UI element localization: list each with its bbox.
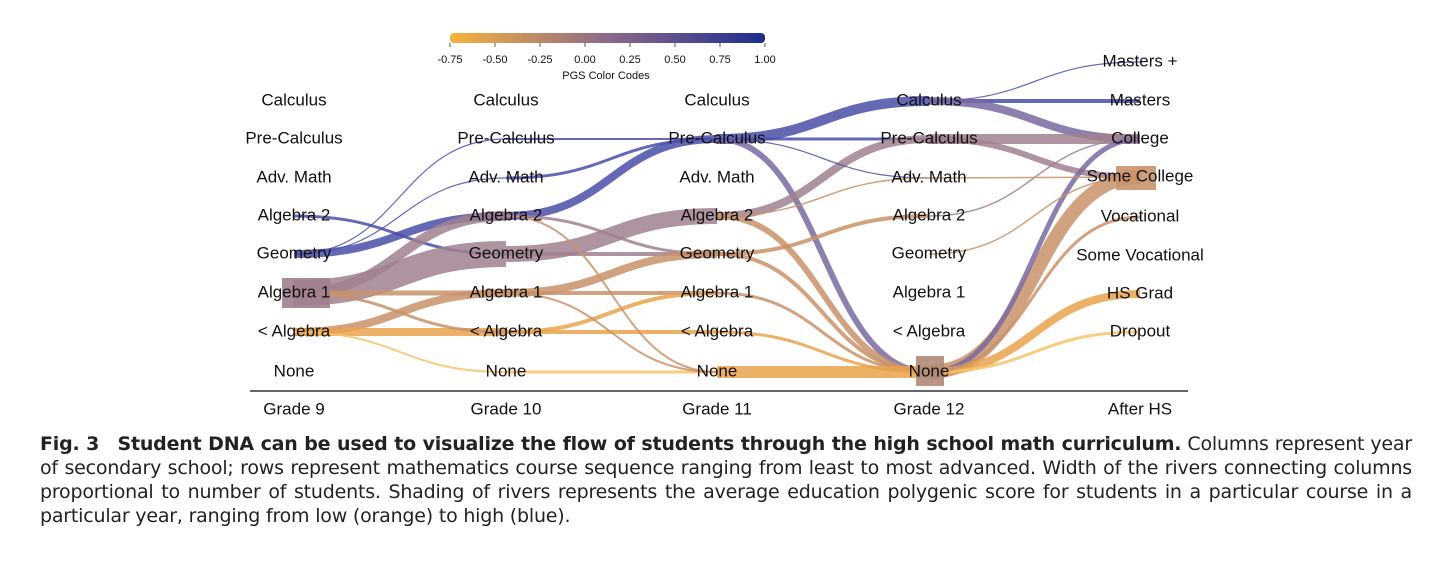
flow [505,135,718,220]
row-label: None [909,361,950,380]
flow [928,136,1141,375]
colorbar-tick-label: 0.50 [664,54,685,66]
row-label: Algebra 2 [681,205,754,224]
flow [716,136,930,375]
row-label: Algebra 1 [893,282,966,301]
row-label: Geometry [469,243,544,262]
flow [716,135,930,220]
colorbar-tick-label: 1.00 [754,54,775,66]
flow [505,215,718,373]
row-label: Masters + [1102,51,1177,70]
flow [928,176,1141,179]
colorbar-title: PGS Color Codes [562,70,650,82]
row-label: Some College [1087,166,1194,185]
colorbar-tick-label: 0.00 [574,54,595,66]
row-label: College [1111,128,1169,147]
flow [716,96,930,144]
row-label: Adv. Math [468,167,543,186]
row-label: Algebra 1 [258,282,331,301]
row-label: Geometry [680,243,755,262]
row-label: < Algebra [258,321,331,340]
row-label: Algebra 1 [470,282,543,301]
row-label: Adv. Math [256,167,331,186]
row-label: Calculus [684,90,749,109]
colorbar-tick-label: -0.75 [437,54,462,66]
caption-label: Fig. 3 [40,433,100,455]
column-title: Grade 10 [471,399,542,418]
row-label: Algebra 1 [681,282,754,301]
row-label: Adv. Math [891,167,966,186]
caption: Fig. 3 Student DNA can be used to visual… [40,432,1412,528]
flow [293,331,507,373]
flow [505,292,718,373]
row-label: Masters [1110,90,1170,109]
column-title: After HS [1108,399,1172,418]
colorbar-tick-label: -0.25 [527,54,552,66]
node [1116,166,1156,190]
row-label: Pre-Calculus [457,128,554,147]
row-label: Algebra 2 [258,205,331,224]
row-label: None [274,361,315,380]
row-label: < Algebra [470,321,543,340]
flow [716,177,930,217]
flow [716,214,930,256]
column-title: Grade 12 [894,399,965,418]
colorbar-tick-label: 0.25 [619,54,640,66]
flow [716,252,930,374]
flow [928,136,1141,180]
row-label: < Algebra [681,321,754,340]
row-label: Calculus [473,90,538,109]
row-label: None [486,361,527,380]
colorbar-tick-label: 0.75 [709,54,730,66]
row-label: Some Vocational [1076,245,1204,264]
row-label: Calculus [896,90,961,109]
row-label: < Algebra [893,321,966,340]
flow [928,330,1141,374]
row-label: Geometry [892,243,967,262]
row-label: Vocational [1101,206,1179,225]
row-label: Pre-Calculus [245,128,342,147]
node [282,278,330,308]
row-label: Dropout [1110,321,1171,340]
row-label: Adv. Math [679,167,754,186]
row-label: Calculus [261,90,326,109]
sankey-diagram: PGS Color Codes -0.75 -0.50 -0.25 0.00 0.25 0… [245,33,1204,418]
row-label: None [697,361,738,380]
row-label: Pre-Calculus [880,128,977,147]
colorbar [450,33,765,43]
flow [928,176,1141,255]
caption-title: Student DNA can be used to visualize the… [117,433,1182,455]
caption-text: Columns represent year of secondary scho… [40,433,1412,527]
row-label: Pre-Calculus [668,128,765,147]
node [916,356,944,386]
flow [928,290,1141,376]
row-label: Algebra 2 [893,205,966,224]
row-label: HS Grad [1107,283,1173,302]
flow [928,215,1141,374]
colorbar-tick-label: -0.50 [482,54,507,66]
row-label: Algebra 2 [470,205,543,224]
row-label: Geometry [257,243,332,262]
column-title: Grade 9 [263,399,324,418]
column-title: Grade 11 [682,399,752,418]
flow [716,138,930,179]
